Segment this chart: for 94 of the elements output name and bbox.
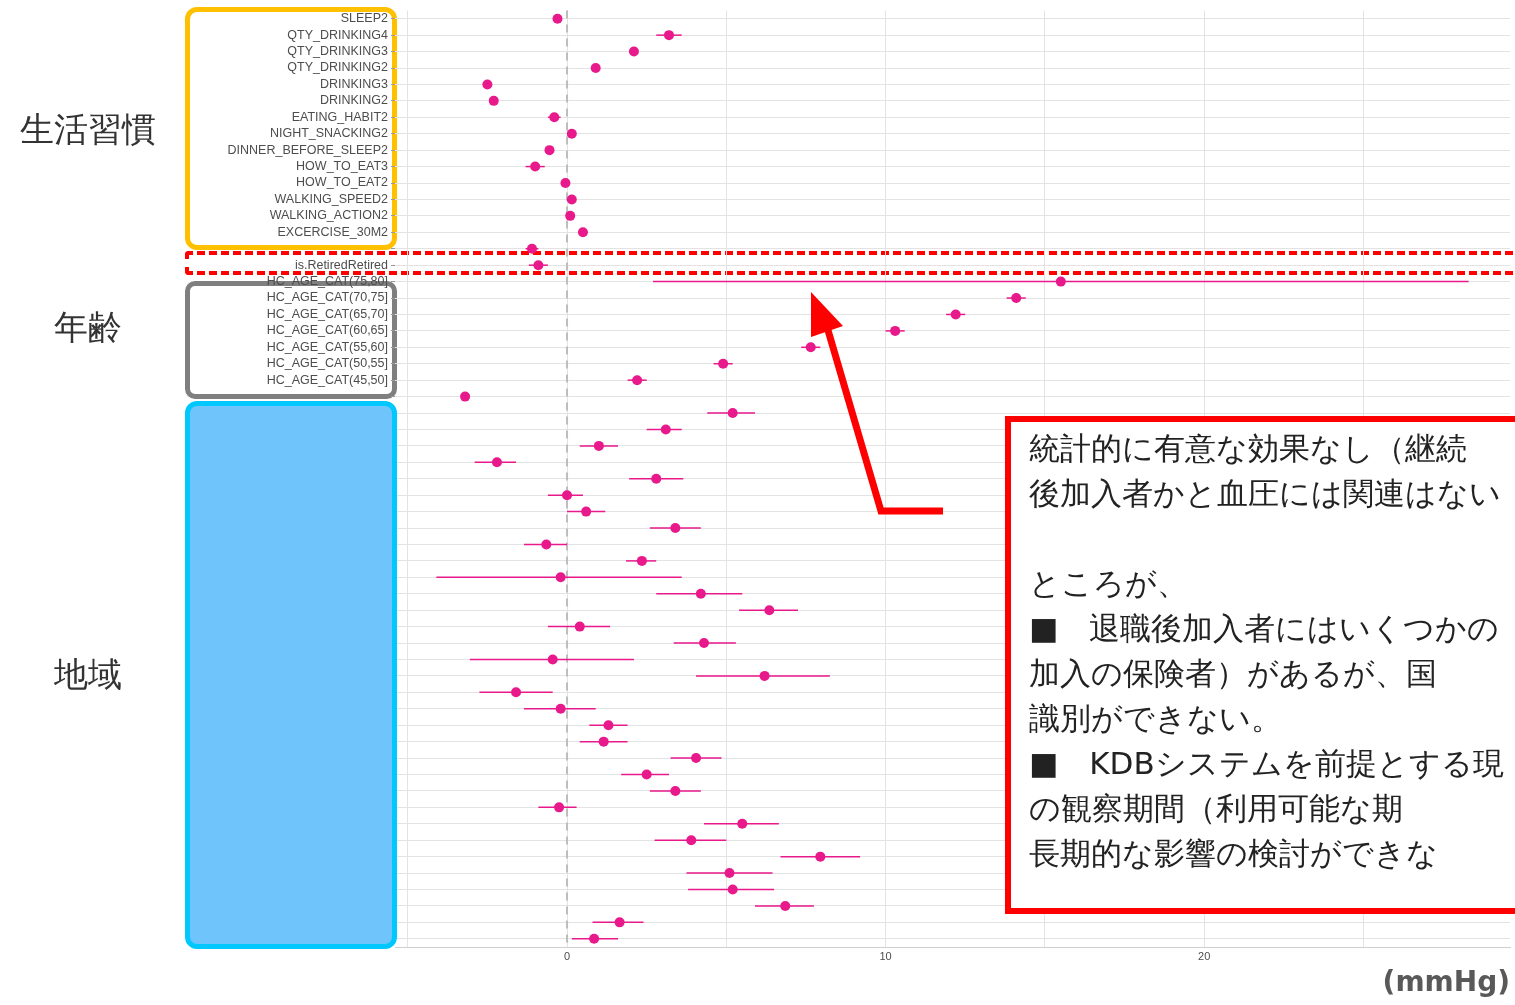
y-tick-label: is.RetiredRetired [294,257,389,272]
point [598,736,609,747]
point [544,145,555,156]
y-tick-label: DRINKING2 [319,93,389,108]
point [526,243,537,254]
y-tick-label: HC_AGE_CAT(55,60] [266,339,388,354]
annotation: の観察期間（利用可能な期 [1029,789,1404,828]
point [718,358,729,369]
point [724,868,735,879]
y-tick-label: DINNER_BEFORE_SLEEP2 [227,142,389,157]
y-tick-label: SLEEP2 [340,11,389,26]
point [577,227,588,238]
point [549,112,560,123]
point [670,523,681,534]
point [663,30,674,41]
point [589,933,600,944]
y-tick-label: WALKING_SPEED2 [274,191,389,206]
point [651,473,662,484]
y-tick-label: EATING_HABIT2 [291,109,389,124]
point [660,424,671,435]
point [552,13,563,24]
point [530,161,541,172]
point [759,670,770,681]
point [491,457,502,468]
point [555,703,566,714]
point [628,46,639,57]
point [581,506,592,517]
x-tick-label: 0 [563,949,571,962]
annotation: ところが、 [1029,564,1189,603]
point [533,260,544,271]
point [547,654,558,665]
point [670,785,681,796]
y-tick-label: HC_AGE_CAT(50,55] [266,356,388,371]
y-tick-label: HC_AGE_CAT(70,75] [266,290,388,305]
y-tick-label: HOW_TO_EAT2 [296,175,389,190]
y-tick-label: HC_AGE_CAT(60,65] [266,323,388,338]
point [641,769,652,780]
y-tick-label: NIGHT_SNACKING2 [269,126,389,141]
point [632,375,643,386]
point [890,325,901,336]
point [574,621,585,632]
annotation: ■ 退職後加入者にはいくつかの [1029,609,1501,648]
point [764,605,775,616]
y-tick-label: HOW_TO_EAT3 [296,159,389,174]
point [737,818,748,829]
x-axis-title: (mmHg) [1382,965,1510,999]
annotation: 識別ができない。 [1029,699,1283,738]
y-tick-label: DRINKING3 [319,76,389,91]
point [1055,276,1066,287]
point [691,753,702,764]
point [562,490,573,501]
y-tick-label: QTY_DRINKING3 [287,44,389,59]
point [593,440,604,451]
text: 地域 [54,653,122,696]
point [555,572,566,583]
text: 年齢 [54,306,122,349]
point [727,884,738,895]
point [590,63,601,73]
point [488,95,499,106]
point [699,638,710,649]
x-tick-label: 10 [879,949,892,962]
point [554,802,565,813]
y-tick-label: QTY_DRINKING4 [287,27,389,42]
point [511,687,522,698]
point [560,178,571,189]
y-tick-label: QTY_DRINKING2 [287,60,389,75]
point [482,79,493,90]
y-tick-label: WALKING_ACTION2 [269,208,389,223]
annotation: 統計的に有意な効果なし（継続 [1029,429,1468,468]
point [950,309,961,320]
point [614,917,625,928]
x-tick-label: 20 [1198,949,1211,962]
annotation: 長期的な影響の検討ができな [1029,834,1439,873]
point [1011,293,1022,304]
point [815,851,826,862]
y-tick-label: HC_AGE_CAT(45,50] [266,372,388,387]
point [603,720,614,731]
point [566,194,577,205]
point [695,588,706,599]
point [727,408,738,419]
text: 生活習慣 [20,108,156,151]
annotation: ■ KDBシステムを前提とする現 [1029,744,1505,783]
point [636,555,647,566]
annotation: 加入の保険者）があるが、国 [1029,654,1438,693]
point [686,835,697,846]
annotation: 後加入者かと血圧には関連はない [1029,474,1502,513]
point [565,210,576,221]
point [541,539,552,550]
point [805,342,816,353]
point [780,900,791,911]
y-tick-label: EXCERCISE_30M2 [277,224,389,239]
point [566,128,577,139]
point [460,391,471,402]
y-tick-label: HC_AGE_CAT(65,70] [266,306,388,321]
